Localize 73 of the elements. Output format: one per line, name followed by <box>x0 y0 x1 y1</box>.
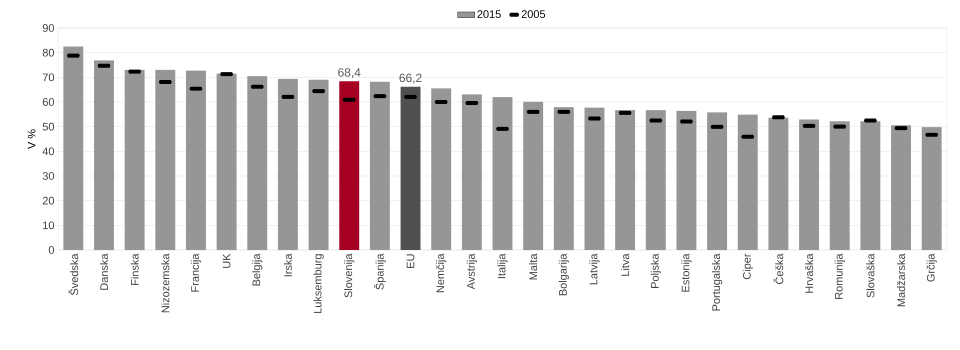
x-tick-label: Francija <box>190 254 202 292</box>
y-tick-label: 40 <box>42 147 54 156</box>
bar <box>615 110 636 250</box>
bar <box>584 108 604 250</box>
x-tick-label: Švedska <box>68 254 78 296</box>
x-tick-label: Romunija <box>834 254 845 299</box>
x-tick-label: Madžarska <box>896 254 906 306</box>
bar <box>63 46 84 250</box>
y-tick-label: 50 <box>42 122 54 131</box>
bar <box>216 74 237 250</box>
x-tick-label: Luksemburg <box>313 254 324 313</box>
y-tick-label: 30 <box>42 172 54 180</box>
x-tick-label: Litva <box>621 254 630 276</box>
y-axis-title: V % <box>28 129 36 149</box>
bar <box>860 121 880 250</box>
y-tick-label: 0 <box>48 246 54 254</box>
bar <box>400 86 420 250</box>
bar <box>339 81 360 250</box>
bar <box>799 120 820 250</box>
bar <box>768 118 788 250</box>
x-tick-label: Hrvaška <box>805 254 814 293</box>
y-tick-label: 80 <box>42 48 54 57</box>
x-tick-label: Bolgarija <box>558 254 569 296</box>
x-tick-label: Češka <box>774 254 784 284</box>
x-tick-label: Danska <box>100 254 108 290</box>
x-tick-label: Grčija <box>926 254 937 282</box>
x-tick-label: Avstrija <box>466 254 477 290</box>
bar <box>94 60 114 250</box>
bar <box>278 78 298 250</box>
bar <box>738 114 758 250</box>
bar <box>554 107 574 250</box>
bar <box>646 110 666 250</box>
x-tick-label: Španija <box>374 254 386 290</box>
legend-label: 2005 <box>522 10 546 18</box>
x-tick-label: Ciper <box>742 254 753 280</box>
bar <box>186 70 206 250</box>
x-tick-label: Irska <box>284 254 292 276</box>
bar <box>124 70 145 250</box>
y-tick-label: 90 <box>42 24 54 32</box>
y-tick-label: 10 <box>43 221 54 230</box>
x-tick-label: Italija <box>497 254 508 278</box>
x-tick-label: Slovaška <box>866 254 874 298</box>
bar <box>431 88 452 250</box>
data-label: 68,4 <box>338 68 361 78</box>
y-tick-label: 60 <box>42 98 54 106</box>
bar <box>676 110 696 250</box>
x-tick-label: Belgija <box>252 254 262 286</box>
x-tick-label: UK <box>222 254 230 268</box>
bar <box>707 112 728 250</box>
bar <box>492 97 512 250</box>
data-label: 66,2 <box>400 74 422 84</box>
bar <box>830 121 850 250</box>
x-tick-label: Poljska <box>650 254 661 288</box>
bar <box>370 82 390 250</box>
x-tick-label: EU <box>406 254 414 268</box>
bar <box>523 102 544 250</box>
y-tick-label: 20 <box>42 196 54 205</box>
bar <box>922 127 942 250</box>
x-tick-label: Portugalska <box>712 254 722 310</box>
bar <box>891 125 911 250</box>
y-tick-label: 70 <box>42 73 54 82</box>
bar <box>247 76 268 250</box>
x-tick-label: Malta <box>529 254 538 280</box>
x-tick-label: Nemčija <box>436 254 446 292</box>
x-tick-label: Nizozemska <box>161 254 170 312</box>
x-tick-label: Finska <box>130 254 139 285</box>
bar <box>155 70 176 250</box>
bar <box>462 94 482 250</box>
x-tick-label: Slovenija <box>344 254 354 298</box>
x-tick-label: Estonija <box>681 254 692 292</box>
x-tick-label: Latvija <box>589 254 600 284</box>
bar <box>308 80 329 250</box>
legend-label: 2015 <box>477 10 501 18</box>
